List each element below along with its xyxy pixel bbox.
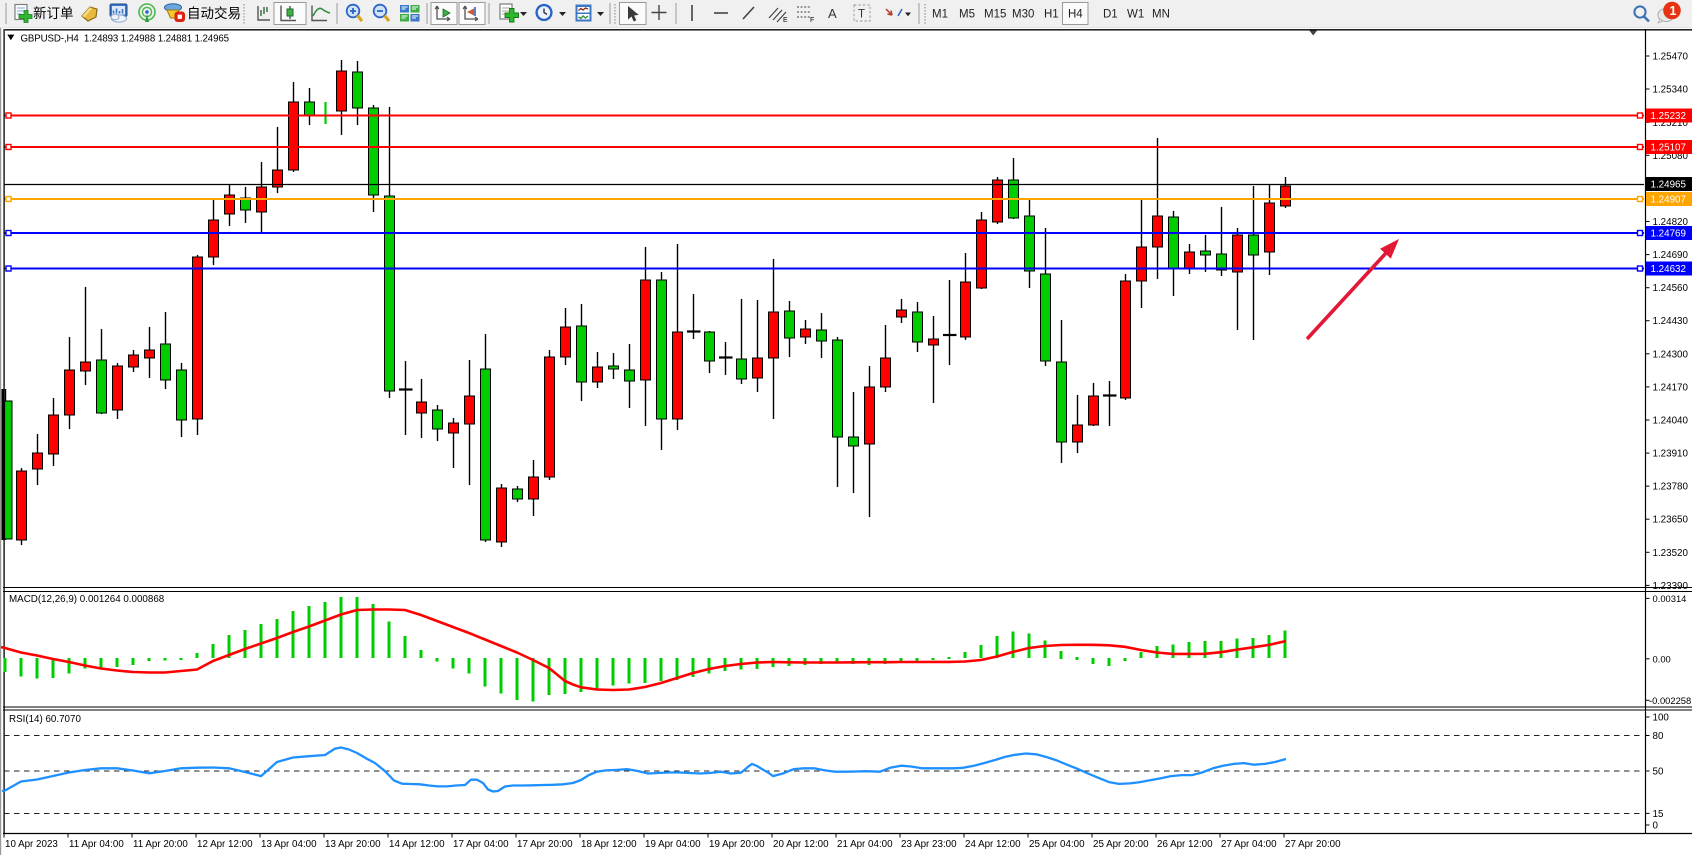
svg-text:1.24430: 1.24430 [1653, 316, 1689, 327]
svg-text:H1: H1 [1044, 9, 1059, 21]
svg-text:1.25210: 1.25210 [1653, 118, 1689, 129]
svg-text:新订单: 新订单 [33, 6, 74, 21]
svg-text:12 Apr 12:00: 12 Apr 12:00 [197, 839, 253, 850]
svg-text:T: T [858, 9, 865, 21]
svg-text:19 Apr 20:00: 19 Apr 20:00 [709, 839, 765, 850]
svg-text:17 Apr 04:00: 17 Apr 04:00 [453, 839, 509, 850]
svg-text:-0.002258: -0.002258 [1649, 695, 1691, 706]
svg-text:50: 50 [1653, 767, 1664, 778]
svg-text:25 Apr 04:00: 25 Apr 04:00 [1029, 839, 1085, 850]
svg-text:0: 0 [1653, 821, 1659, 832]
svg-text:14 Apr 12:00: 14 Apr 12:00 [389, 839, 445, 850]
svg-text:1.24965: 1.24965 [1651, 180, 1687, 191]
svg-text:18 Apr 12:00: 18 Apr 12:00 [581, 839, 637, 850]
svg-text:D1: D1 [1103, 9, 1118, 21]
svg-text:27 Apr 20:00: 27 Apr 20:00 [1285, 839, 1341, 850]
svg-text:1.25080: 1.25080 [1653, 151, 1689, 162]
svg-text:1.23520: 1.23520 [1653, 548, 1689, 559]
svg-text:1.25232: 1.25232 [1651, 111, 1686, 122]
svg-text:1.25107: 1.25107 [1651, 143, 1686, 154]
svg-text:1.23390: 1.23390 [1653, 581, 1689, 592]
svg-text:1.24170: 1.24170 [1653, 382, 1689, 393]
svg-text:1.24690: 1.24690 [1653, 250, 1689, 261]
svg-text:MN: MN [1152, 9, 1170, 21]
svg-text:F: F [810, 17, 814, 24]
svg-text:1: 1 [1670, 4, 1677, 18]
svg-text:M5: M5 [959, 9, 975, 21]
svg-text:80: 80 [1653, 731, 1664, 742]
svg-text:24 Apr 12:00: 24 Apr 12:00 [965, 839, 1021, 850]
svg-text:0.00: 0.00 [1653, 653, 1671, 664]
svg-text:1.24907: 1.24907 [1651, 195, 1686, 206]
svg-text:1.23910: 1.23910 [1653, 449, 1689, 460]
svg-text:M15: M15 [984, 9, 1006, 21]
svg-text:26 Apr 12:00: 26 Apr 12:00 [1157, 839, 1213, 850]
svg-text:自动交易: 自动交易 [187, 5, 241, 21]
svg-text:21 Apr 04:00: 21 Apr 04:00 [837, 839, 893, 850]
svg-text:1.24769: 1.24769 [1651, 229, 1686, 240]
svg-text:RSI(14) 60.7070: RSI(14) 60.7070 [9, 714, 81, 725]
svg-text:MACD(12,26,9) 0.001264 0.00086: MACD(12,26,9) 0.001264 0.000868 [9, 594, 165, 605]
svg-text:1.23780: 1.23780 [1653, 482, 1689, 493]
svg-text:11 Apr 20:00: 11 Apr 20:00 [133, 839, 188, 850]
svg-text:1.23650: 1.23650 [1653, 515, 1689, 526]
svg-text:W1: W1 [1127, 9, 1144, 21]
svg-text:15: 15 [1653, 809, 1664, 820]
svg-text:1.24560: 1.24560 [1653, 283, 1689, 294]
svg-text:GBPUSD-,H4 1.24893 1.24988 1.: GBPUSD-,H4 1.24893 1.24988 1.24881 1.249… [21, 34, 229, 45]
svg-text:1.24040: 1.24040 [1653, 416, 1689, 427]
svg-text:13 Apr 04:00: 13 Apr 04:00 [261, 839, 317, 850]
svg-text:13 Apr 20:00: 13 Apr 20:00 [325, 839, 381, 850]
svg-text:23 Apr 23:00: 23 Apr 23:00 [901, 839, 957, 850]
svg-text:H4: H4 [1068, 9, 1083, 21]
svg-text:1.24632: 1.24632 [1651, 264, 1686, 275]
svg-text:M1: M1 [932, 9, 948, 21]
svg-text:A: A [828, 6, 837, 21]
svg-text:0.00314: 0.00314 [1653, 593, 1687, 604]
svg-text:1.25340: 1.25340 [1653, 85, 1689, 96]
svg-text:25 Apr 20:00: 25 Apr 20:00 [1093, 839, 1149, 850]
svg-text:1.24300: 1.24300 [1653, 349, 1689, 360]
svg-text:19 Apr 04:00: 19 Apr 04:00 [645, 839, 701, 850]
svg-text:27 Apr 04:00: 27 Apr 04:00 [1221, 839, 1277, 850]
svg-text:1.25470: 1.25470 [1653, 52, 1689, 63]
svg-text:1.24820: 1.24820 [1653, 217, 1689, 228]
svg-text:17 Apr 20:00: 17 Apr 20:00 [517, 839, 573, 850]
svg-text:100: 100 [1653, 713, 1670, 724]
svg-text:11 Apr 04:00: 11 Apr 04:00 [69, 839, 124, 850]
svg-text:10 Apr 2023: 10 Apr 2023 [5, 839, 58, 850]
svg-text:M30: M30 [1012, 9, 1034, 21]
svg-text:E: E [783, 17, 788, 24]
svg-text:20 Apr 12:00: 20 Apr 12:00 [773, 839, 829, 850]
